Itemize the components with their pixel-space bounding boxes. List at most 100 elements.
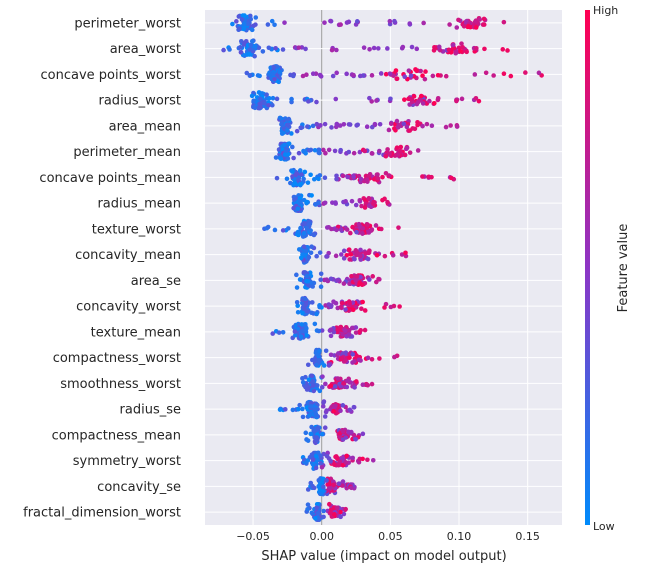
shap-point: [472, 19, 478, 25]
shap-point: [344, 252, 350, 258]
shap-point: [277, 115, 283, 121]
feature-label: perimeter_worst: [74, 16, 181, 31]
shap-point: [474, 45, 479, 51]
shap-point: [450, 42, 456, 48]
shap-point: [421, 20, 426, 26]
feature-label: concavity_mean: [75, 248, 181, 263]
shap-point: [298, 225, 303, 231]
shap-point: [289, 96, 294, 102]
shap-point: [374, 98, 379, 103]
shap-point: [294, 128, 300, 134]
shap-point: [349, 273, 354, 279]
shap-point: [308, 404, 314, 409]
shap-point: [296, 150, 302, 156]
x-tick-label: 0.00: [309, 530, 334, 543]
shap-point: [335, 376, 341, 381]
shap-point: [454, 124, 460, 129]
shap-point: [302, 169, 308, 175]
shap-point: [304, 333, 309, 338]
shap-point: [290, 169, 295, 174]
shap-point: [432, 100, 437, 106]
shap-point: [308, 480, 314, 486]
shap-point: [308, 400, 314, 406]
shap-point: [300, 310, 305, 316]
shap-point: [309, 244, 314, 249]
shap-point: [340, 403, 346, 408]
shap-point: [374, 252, 380, 258]
shap-point: [369, 227, 375, 232]
shap-point: [336, 462, 341, 468]
shap-point: [385, 199, 390, 205]
shap-point: [418, 93, 424, 99]
shap-point: [386, 173, 392, 178]
shap-point: [248, 16, 254, 22]
shap-point: [321, 508, 326, 514]
shap-point: [358, 327, 363, 333]
shap-point: [258, 91, 263, 96]
shap-point: [360, 299, 365, 305]
shap-point: [340, 351, 346, 356]
shap-point: [383, 153, 389, 159]
shap-point: [274, 175, 280, 181]
shap-point: [303, 460, 308, 465]
shap-point: [304, 387, 310, 392]
shap-point: [303, 302, 309, 307]
shap-point: [265, 224, 271, 230]
shap-point: [273, 46, 278, 51]
shap-point: [354, 379, 359, 384]
shap-point: [366, 173, 372, 179]
shap-point: [314, 362, 319, 368]
shap-point: [338, 509, 343, 515]
shap-point: [404, 124, 410, 130]
shap-point: [536, 70, 542, 76]
shap-point: [386, 127, 392, 133]
shap-point: [294, 299, 300, 305]
shap-point: [322, 200, 328, 206]
shap-point: [314, 435, 320, 440]
x-axis-title: SHAP value (impact on model output): [261, 549, 506, 564]
shap-point: [262, 101, 267, 106]
x-tick-label: 0.10: [447, 530, 472, 543]
shap-point: [353, 330, 359, 335]
shap-point: [266, 103, 271, 108]
shap-point: [322, 425, 328, 431]
shap-point: [298, 125, 304, 131]
shap-point: [305, 400, 311, 406]
shap-point: [321, 400, 326, 405]
shap-point: [408, 73, 414, 78]
shap-point: [277, 407, 283, 412]
shap-point: [326, 363, 332, 368]
shap-point: [315, 352, 321, 357]
data-points: [221, 13, 544, 523]
shap-point: [341, 256, 347, 261]
shap-point: [272, 76, 277, 82]
shap-point: [443, 73, 449, 79]
shap-point: [505, 48, 510, 53]
shap-point: [360, 431, 366, 437]
shap-point: [339, 227, 344, 232]
shap-point: [350, 455, 356, 461]
shap-point: [249, 38, 255, 44]
shap-point: [314, 383, 320, 388]
shap-point: [358, 247, 363, 253]
shap-point: [343, 328, 348, 334]
shap-point: [340, 437, 346, 442]
shap-point: [354, 19, 360, 24]
shap-point: [409, 96, 414, 102]
shap-point: [314, 505, 320, 510]
shap-point: [347, 281, 352, 287]
shap-point: [297, 181, 303, 187]
shap-point: [351, 432, 357, 438]
shap-point: [258, 96, 263, 102]
shap-point: [306, 377, 312, 383]
shap-point: [318, 271, 324, 277]
shap-point: [278, 156, 284, 162]
shap-point: [409, 44, 415, 50]
shap-point: [360, 456, 365, 462]
shap-point: [255, 73, 261, 78]
shap-point: [294, 171, 299, 177]
shap-point: [284, 176, 290, 182]
shap-point: [266, 95, 272, 101]
shap-point: [320, 404, 326, 409]
